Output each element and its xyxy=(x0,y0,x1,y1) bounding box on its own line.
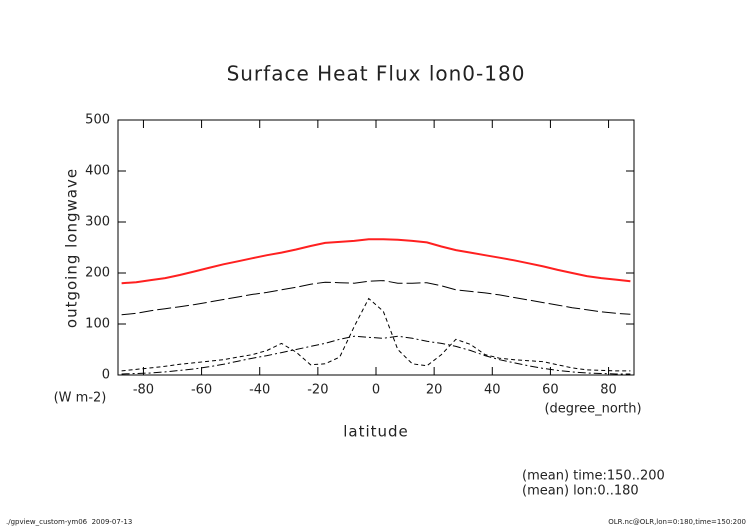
x-tick-label: 60 xyxy=(542,383,559,398)
y-tick-label: 0 xyxy=(102,368,110,383)
annotation: (mean) lon:0..180 xyxy=(522,484,639,499)
x-tick-label: -40 xyxy=(249,383,270,398)
footer-left: ./gpview_custom-ym06 2009-07-13 xyxy=(6,518,132,526)
y-units: (W m-2) xyxy=(54,391,107,406)
line-series xyxy=(121,335,631,375)
x-tick-label: -20 xyxy=(307,383,328,398)
line-series xyxy=(121,280,631,316)
x-tick-label: -80 xyxy=(133,383,154,398)
annotation: (mean) time:150..200 xyxy=(522,469,665,484)
x-units: (degree_north) xyxy=(544,402,641,417)
x-axis-label: latitude xyxy=(343,423,409,441)
line-series xyxy=(121,238,631,285)
x-tick-label: 20 xyxy=(426,383,443,398)
line-series xyxy=(121,297,631,372)
chart-title: Surface Heat Flux lon0-180 xyxy=(227,62,526,86)
x-tick-label: 80 xyxy=(600,383,617,398)
y-axis-label: outgoing longwave xyxy=(63,168,81,328)
y-tick-label: 400 xyxy=(85,164,110,179)
plot-frame xyxy=(117,119,635,376)
y-tick-label: 100 xyxy=(85,317,110,332)
x-tick-label: -60 xyxy=(191,383,212,398)
x-tick-label: 0 xyxy=(372,383,380,398)
y-tick-label: 500 xyxy=(85,113,110,128)
footer-right: OLR.nc@OLR,lon=0:180,time=150:200 xyxy=(608,518,746,526)
x-tick-label: 40 xyxy=(484,383,501,398)
y-tick-label: 300 xyxy=(85,215,110,230)
y-tick-label: 200 xyxy=(85,266,110,281)
